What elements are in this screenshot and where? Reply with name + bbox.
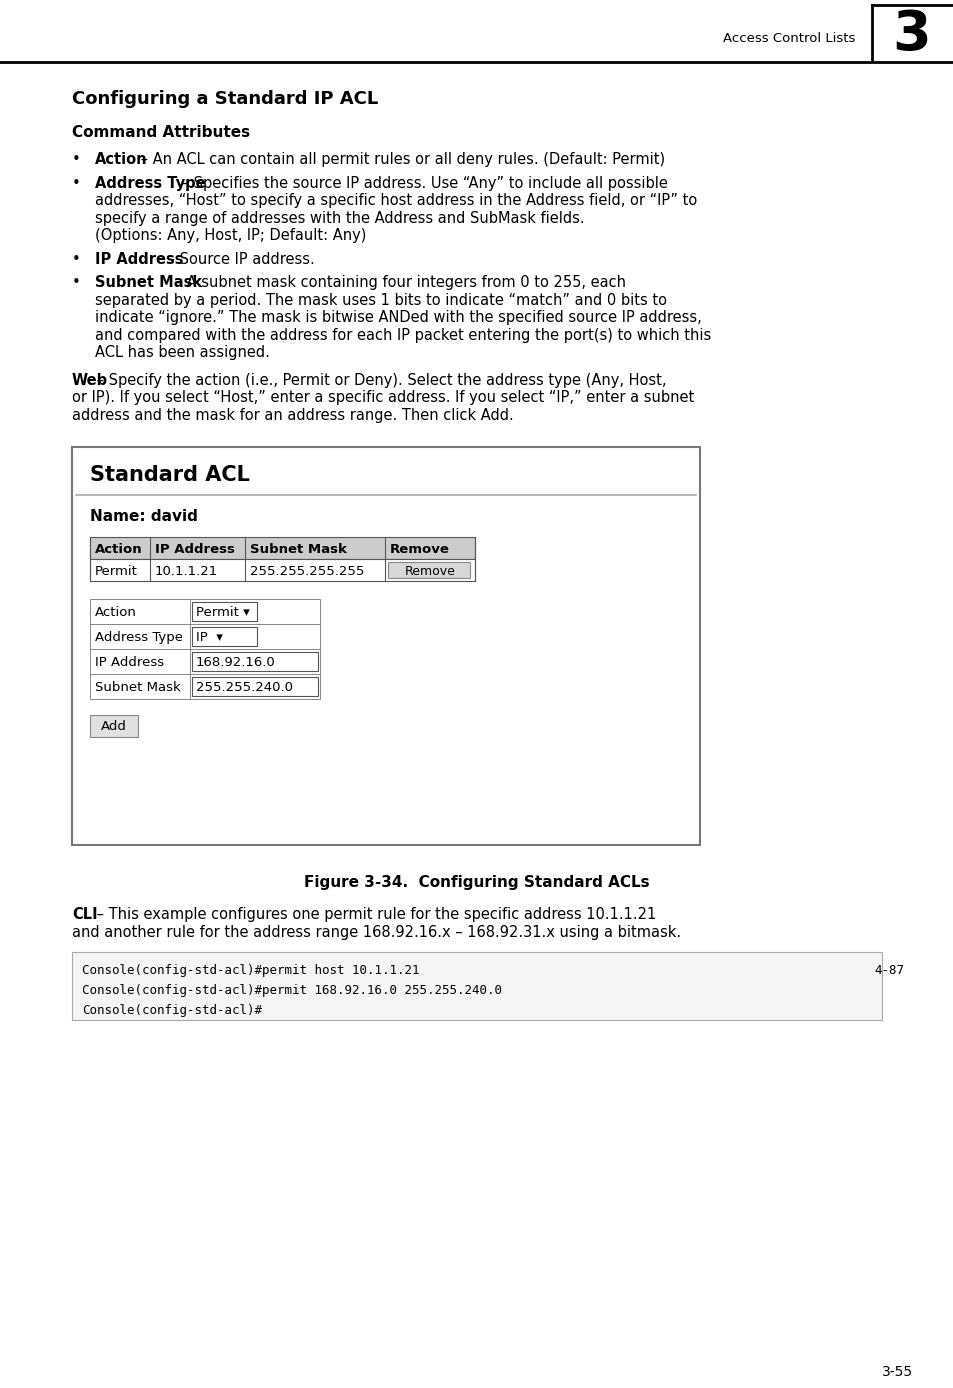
Text: Action: Action: [95, 153, 148, 167]
Bar: [192, 627, 256, 645]
Text: Action: Action: [95, 607, 136, 619]
Text: Console(config-std-acl)#permit 168.92.16.0 255.255.240.0: Console(config-std-acl)#permit 168.92.16…: [82, 984, 501, 997]
Text: Remove: Remove: [390, 543, 450, 555]
Bar: [90, 675, 319, 700]
Bar: [388, 562, 470, 577]
Text: Command Attributes: Command Attributes: [71, 125, 250, 140]
Text: Remove: Remove: [404, 565, 455, 577]
Text: Console(config-std-acl)#permit host 10.1.1.21: Console(config-std-acl)#permit host 10.1…: [82, 965, 419, 977]
Bar: [192, 602, 256, 620]
Text: and compared with the address for each IP packet entering the port(s) to which t: and compared with the address for each I…: [95, 328, 711, 343]
Bar: [192, 652, 317, 670]
Text: – An ACL can contain all permit rules or all deny rules. (Default: Permit): – An ACL can contain all permit rules or…: [136, 153, 664, 167]
Text: specify a range of addresses with the Address and SubMask fields.: specify a range of addresses with the Ad…: [95, 211, 584, 225]
Text: – A subnet mask containing four integers from 0 to 255, each: – A subnet mask containing four integers…: [170, 275, 625, 290]
Text: •: •: [71, 153, 81, 167]
Text: Standard ACL: Standard ACL: [90, 465, 250, 484]
Text: Subnet Mask: Subnet Mask: [95, 275, 202, 290]
Text: Permit: Permit: [95, 565, 138, 577]
Text: Address Type: Address Type: [95, 175, 206, 190]
Bar: [192, 677, 317, 695]
Text: Subnet Mask: Subnet Mask: [250, 543, 347, 555]
Text: – This example configures one permit rule for the specific address 10.1.1.21: – This example configures one permit rul…: [92, 906, 656, 922]
Text: IP Address: IP Address: [95, 251, 183, 266]
Text: – Specify the action (i.e., Permit or Deny). Select the address type (Any, Host,: – Specify the action (i.e., Permit or De…: [92, 372, 666, 387]
Text: 255.255.255.255: 255.255.255.255: [250, 565, 364, 577]
Text: IP Address: IP Address: [154, 543, 234, 555]
Text: IP Address: IP Address: [95, 657, 164, 669]
Text: Access Control Lists: Access Control Lists: [721, 32, 854, 44]
Text: •: •: [71, 251, 81, 266]
Text: – Specifies the source IP address. Use “Any” to include all possible: – Specifies the source IP address. Use “…: [176, 175, 667, 190]
Text: 3-55: 3-55: [882, 1364, 912, 1380]
Text: Configuring a Standard IP ACL: Configuring a Standard IP ACL: [71, 90, 377, 108]
Text: •: •: [71, 175, 81, 190]
Bar: [90, 559, 475, 582]
Bar: [71, 952, 882, 1020]
Text: Figure 3-34.  Configuring Standard ACLs: Figure 3-34. Configuring Standard ACLs: [304, 874, 649, 890]
Text: (Options: Any, Host, IP; Default: Any): (Options: Any, Host, IP; Default: Any): [95, 228, 366, 243]
Text: and another rule for the address range 168.92.16.x – 168.92.31.x using a bitmask: and another rule for the address range 1…: [71, 924, 680, 940]
Text: 10.1.1.21: 10.1.1.21: [154, 565, 218, 577]
Text: IP  ▾: IP ▾: [195, 632, 223, 644]
Bar: [90, 715, 138, 737]
Text: Name: david: Name: david: [90, 509, 197, 525]
Bar: [90, 650, 319, 675]
Text: address and the mask for an address range. Then click Add.: address and the mask for an address rang…: [71, 408, 514, 422]
Text: •: •: [71, 275, 81, 290]
Bar: [90, 600, 319, 625]
Text: 255.255.240.0: 255.255.240.0: [195, 682, 293, 694]
Text: Action: Action: [95, 543, 143, 555]
Text: ACL has been assigned.: ACL has been assigned.: [95, 346, 270, 359]
Text: indicate “ignore.” The mask is bitwise ANDed with the specified source IP addres: indicate “ignore.” The mask is bitwise A…: [95, 310, 701, 325]
Text: CLI: CLI: [71, 906, 97, 922]
Text: Add: Add: [101, 719, 127, 733]
Text: 168.92.16.0: 168.92.16.0: [195, 657, 275, 669]
Bar: [71, 447, 700, 845]
Text: 3: 3: [892, 8, 930, 62]
Text: addresses, “Host” to specify a specific host address in the Address field, or “I: addresses, “Host” to specify a specific …: [95, 193, 697, 208]
Text: Address Type: Address Type: [95, 632, 183, 644]
Text: Subnet Mask: Subnet Mask: [95, 682, 180, 694]
Bar: [90, 537, 475, 559]
Text: Console(config-std-acl)#: Console(config-std-acl)#: [82, 1004, 262, 1017]
Text: – Source IP address.: – Source IP address.: [163, 251, 314, 266]
Text: Permit ▾: Permit ▾: [195, 607, 250, 619]
Bar: [90, 625, 319, 650]
Text: or IP). If you select “Host,” enter a specific address. If you select “IP,” ente: or IP). If you select “Host,” enter a sp…: [71, 390, 694, 405]
Text: Web: Web: [71, 372, 108, 387]
Text: separated by a period. The mask uses 1 bits to indicate “match” and 0 bits to: separated by a period. The mask uses 1 b…: [95, 293, 666, 308]
Text: 4-87: 4-87: [873, 965, 903, 977]
